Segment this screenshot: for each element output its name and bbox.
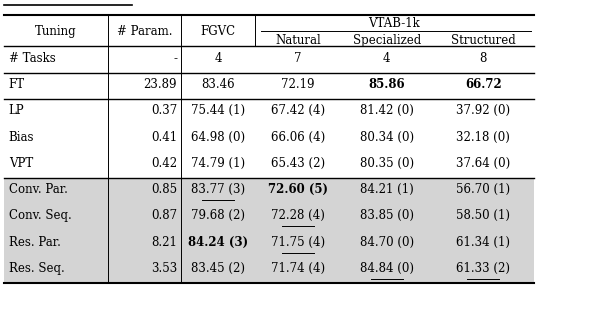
Text: 84.84 (0): 84.84 (0) xyxy=(360,262,414,275)
Text: 71.75 (4): 71.75 (4) xyxy=(271,236,325,249)
Text: 66.06 (4): 66.06 (4) xyxy=(271,131,325,144)
Text: 79.68 (2): 79.68 (2) xyxy=(191,210,245,222)
Text: 81.42 (0): 81.42 (0) xyxy=(360,104,414,117)
Text: 61.34 (1): 61.34 (1) xyxy=(456,236,510,249)
Text: 8.21: 8.21 xyxy=(151,236,177,249)
Text: 72.60 (5): 72.60 (5) xyxy=(268,183,328,196)
Text: 83.46: 83.46 xyxy=(201,78,235,91)
Text: 75.44 (1): 75.44 (1) xyxy=(191,104,245,117)
Text: 23.89: 23.89 xyxy=(144,78,177,91)
Text: 4: 4 xyxy=(214,52,222,65)
Text: Tuning: Tuning xyxy=(35,25,77,38)
Text: 0.42: 0.42 xyxy=(151,157,177,170)
Text: VPT: VPT xyxy=(9,157,33,170)
Text: 64.98 (0): 64.98 (0) xyxy=(191,131,245,144)
Text: 84.24 (3): 84.24 (3) xyxy=(188,236,248,249)
Text: 85.86: 85.86 xyxy=(368,78,405,91)
Text: 67.42 (4): 67.42 (4) xyxy=(271,104,325,117)
Text: 58.50 (1): 58.50 (1) xyxy=(456,210,510,222)
Text: LP: LP xyxy=(9,104,25,117)
Text: # Param.: # Param. xyxy=(117,25,173,38)
Text: 72.28 (4): 72.28 (4) xyxy=(271,210,325,222)
Text: VTAB-1k: VTAB-1k xyxy=(368,17,420,30)
Text: 71.74 (4): 71.74 (4) xyxy=(271,262,325,275)
Text: 0.85: 0.85 xyxy=(151,183,177,196)
Text: Structured: Structured xyxy=(451,34,516,47)
Text: 83.77 (3): 83.77 (3) xyxy=(191,183,245,196)
Text: 80.35 (0): 80.35 (0) xyxy=(360,157,414,170)
Text: 3.53: 3.53 xyxy=(151,262,177,275)
Text: FGVC: FGVC xyxy=(201,25,236,38)
Text: Natural: Natural xyxy=(275,34,321,47)
Text: 66.72: 66.72 xyxy=(465,78,502,91)
Text: Bias: Bias xyxy=(9,131,34,144)
Text: 0.41: 0.41 xyxy=(151,131,177,144)
Text: 65.43 (2): 65.43 (2) xyxy=(271,157,325,170)
Text: -: - xyxy=(173,52,177,65)
Text: Conv. Seq.: Conv. Seq. xyxy=(9,210,71,222)
Text: 37.92 (0): 37.92 (0) xyxy=(456,104,510,117)
Text: 84.21 (1): 84.21 (1) xyxy=(360,183,413,196)
Text: 83.85 (0): 83.85 (0) xyxy=(360,210,414,222)
Text: 32.18 (0): 32.18 (0) xyxy=(456,131,510,144)
Text: 83.45 (2): 83.45 (2) xyxy=(191,262,245,275)
Text: 56.70 (1): 56.70 (1) xyxy=(456,183,510,196)
Text: 74.79 (1): 74.79 (1) xyxy=(191,157,245,170)
Text: # Tasks: # Tasks xyxy=(9,52,55,65)
Text: 7: 7 xyxy=(294,52,301,65)
Text: Res. Par.: Res. Par. xyxy=(9,236,61,249)
Text: Conv. Par.: Conv. Par. xyxy=(9,183,68,196)
Text: Res. Seq.: Res. Seq. xyxy=(9,262,64,275)
Text: 0.87: 0.87 xyxy=(151,210,177,222)
Text: 8: 8 xyxy=(480,52,487,65)
Text: 37.64 (0): 37.64 (0) xyxy=(456,157,510,170)
Text: FT: FT xyxy=(9,78,25,91)
Text: 0.37: 0.37 xyxy=(151,104,177,117)
Text: 84.70 (0): 84.70 (0) xyxy=(360,236,414,249)
Text: 4: 4 xyxy=(383,52,391,65)
Text: 80.34 (0): 80.34 (0) xyxy=(360,131,414,144)
Text: 61.33 (2): 61.33 (2) xyxy=(456,262,510,275)
Text: Specialized: Specialized xyxy=(352,34,421,47)
Text: 72.19: 72.19 xyxy=(281,78,314,91)
